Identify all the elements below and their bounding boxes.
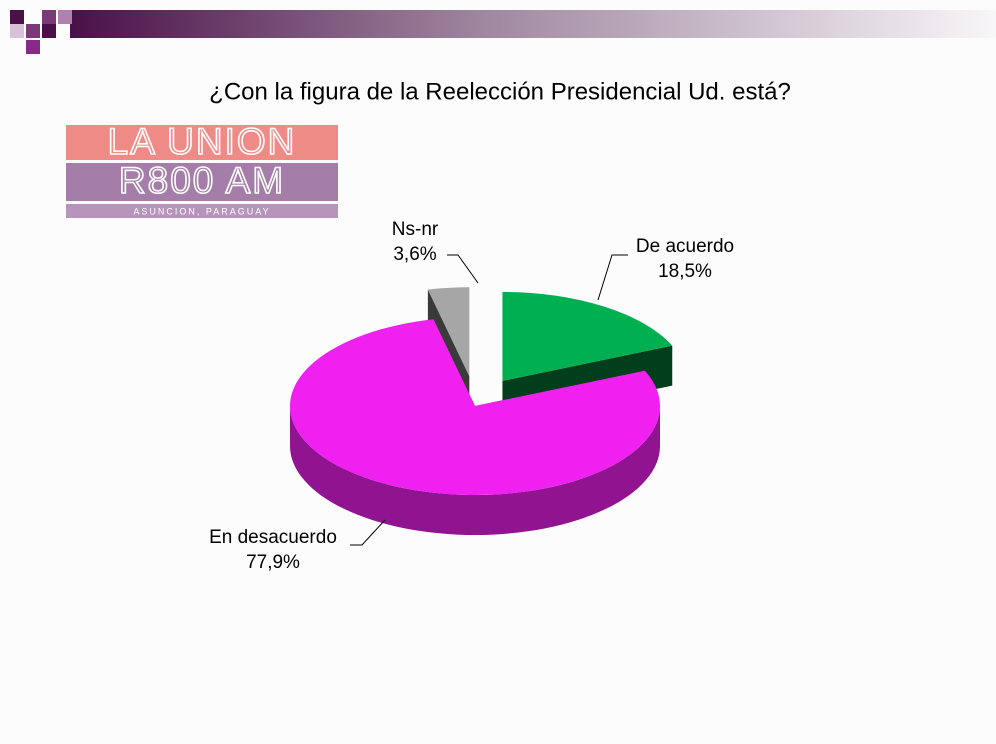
slice-value-label: 18,5% <box>658 261 712 282</box>
deco-square <box>10 24 24 38</box>
pie-slice <box>502 291 673 381</box>
slice-label: En desacuerdo <box>209 527 337 548</box>
deco-square <box>26 40 40 54</box>
chart-title: ¿Con la figura de la Reelección Presiden… <box>209 78 791 105</box>
logo-subtext: ASUNCION, PARAGUAY <box>133 206 270 216</box>
slice-label: De acuerdo <box>636 236 734 257</box>
leader-line <box>350 519 386 546</box>
leader-line <box>597 254 628 301</box>
logo-text: LA UNION <box>108 121 297 162</box>
header-band <box>70 10 996 38</box>
logo-band <box>66 163 338 201</box>
slice-value-label: 3,6% <box>393 244 436 265</box>
deco-square <box>26 24 40 38</box>
leader-line <box>447 254 479 284</box>
logo-band <box>66 125 338 160</box>
deco-square <box>58 10 72 24</box>
pie-slice <box>290 319 660 495</box>
logo: LA UNION R800 AM ASUNCION, PARAGUAY <box>66 120 338 218</box>
pie-slice <box>427 287 470 377</box>
logo-text: R800 AM <box>119 160 285 201</box>
slice-label: Ns-nr <box>392 219 439 240</box>
deco-square <box>10 10 24 24</box>
deco-square <box>42 24 56 38</box>
logo-band <box>66 204 338 218</box>
deco-square <box>42 10 56 24</box>
slice-side <box>290 406 660 535</box>
slice-value-label: 77,9% <box>246 552 300 573</box>
